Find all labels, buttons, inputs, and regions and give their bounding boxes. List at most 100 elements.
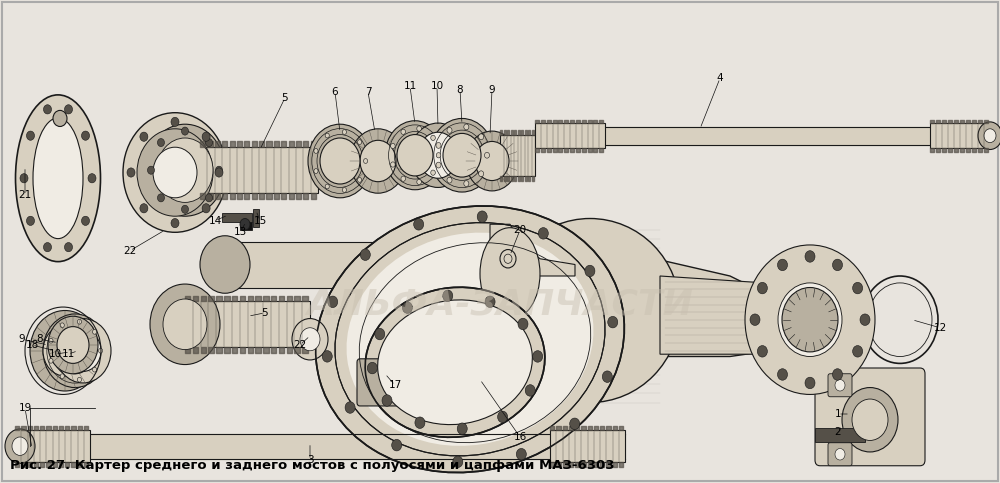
- Circle shape: [20, 174, 28, 183]
- Circle shape: [182, 127, 188, 135]
- Circle shape: [55, 328, 95, 374]
- Circle shape: [60, 323, 64, 327]
- Text: 12: 12: [933, 323, 947, 333]
- Circle shape: [360, 249, 370, 260]
- Circle shape: [778, 259, 788, 270]
- Ellipse shape: [480, 227, 540, 320]
- Circle shape: [49, 358, 53, 363]
- Text: 14: 14: [208, 216, 222, 226]
- Bar: [930, 123, 990, 148]
- Circle shape: [431, 170, 435, 175]
- Circle shape: [853, 283, 863, 294]
- Circle shape: [140, 204, 148, 213]
- Circle shape: [516, 448, 526, 460]
- Circle shape: [43, 105, 51, 114]
- Circle shape: [82, 131, 90, 140]
- Bar: [15, 430, 90, 462]
- Ellipse shape: [500, 218, 680, 402]
- Text: 13: 13: [233, 227, 247, 237]
- Circle shape: [30, 311, 100, 391]
- Polygon shape: [560, 242, 810, 356]
- Circle shape: [157, 194, 164, 202]
- Circle shape: [77, 319, 82, 324]
- Text: 20: 20: [513, 225, 527, 235]
- Circle shape: [145, 124, 225, 216]
- Circle shape: [978, 122, 1000, 150]
- Text: 4: 4: [717, 73, 723, 83]
- Circle shape: [157, 139, 164, 146]
- Bar: [500, 135, 535, 176]
- Circle shape: [860, 314, 870, 326]
- FancyBboxPatch shape: [828, 374, 852, 397]
- Bar: [200, 147, 318, 193]
- Circle shape: [163, 299, 207, 350]
- Circle shape: [853, 345, 863, 357]
- Circle shape: [447, 177, 452, 183]
- Text: 9: 9: [489, 85, 495, 95]
- Circle shape: [325, 184, 329, 189]
- Circle shape: [43, 314, 107, 387]
- Circle shape: [367, 362, 377, 374]
- Ellipse shape: [347, 233, 593, 446]
- Circle shape: [447, 128, 452, 133]
- Text: 17: 17: [388, 380, 402, 390]
- Circle shape: [358, 140, 362, 144]
- Circle shape: [148, 166, 154, 174]
- Circle shape: [137, 129, 213, 216]
- Circle shape: [443, 133, 481, 177]
- Circle shape: [140, 132, 148, 142]
- Circle shape: [65, 242, 73, 252]
- Circle shape: [585, 265, 595, 277]
- Text: Рис. 27. Картер среднего и заднего мостов с полуосями и цапфами МАЗ-6303: Рис. 27. Картер среднего и заднего мосто…: [10, 459, 614, 472]
- Text: 16: 16: [513, 432, 527, 442]
- Circle shape: [415, 417, 425, 428]
- Circle shape: [382, 395, 392, 406]
- Circle shape: [314, 149, 318, 153]
- Circle shape: [65, 105, 73, 114]
- Bar: [253, 209, 259, 227]
- Circle shape: [99, 348, 103, 353]
- Circle shape: [410, 123, 466, 187]
- Circle shape: [391, 143, 395, 149]
- Circle shape: [385, 121, 445, 190]
- Circle shape: [842, 387, 898, 452]
- Text: 5: 5: [262, 308, 268, 318]
- Circle shape: [401, 176, 406, 181]
- Circle shape: [375, 328, 385, 340]
- Text: 1: 1: [835, 409, 841, 419]
- Polygon shape: [490, 224, 575, 276]
- Circle shape: [431, 135, 435, 141]
- Circle shape: [805, 377, 815, 389]
- Text: 19: 19: [18, 403, 32, 413]
- Circle shape: [308, 124, 372, 198]
- Circle shape: [93, 329, 97, 334]
- Ellipse shape: [16, 95, 100, 262]
- Circle shape: [26, 131, 34, 140]
- Circle shape: [984, 129, 996, 142]
- Circle shape: [436, 162, 441, 168]
- Circle shape: [60, 374, 64, 379]
- Circle shape: [464, 181, 469, 186]
- Bar: [240, 222, 252, 230]
- Circle shape: [443, 290, 453, 301]
- Circle shape: [397, 135, 433, 176]
- Bar: [222, 213, 252, 222]
- Text: 21: 21: [18, 190, 32, 200]
- Circle shape: [805, 251, 815, 262]
- Circle shape: [436, 153, 441, 158]
- Circle shape: [5, 429, 35, 464]
- Circle shape: [12, 437, 28, 455]
- Circle shape: [127, 168, 135, 177]
- Text: 3: 3: [307, 455, 313, 465]
- Circle shape: [182, 205, 188, 213]
- Circle shape: [518, 318, 528, 330]
- Circle shape: [200, 236, 250, 293]
- FancyBboxPatch shape: [357, 359, 423, 406]
- Text: 11: 11: [403, 81, 417, 91]
- Text: 8: 8: [457, 85, 463, 95]
- Text: 22: 22: [293, 340, 307, 350]
- Circle shape: [320, 138, 360, 184]
- Circle shape: [345, 402, 355, 413]
- Circle shape: [835, 380, 845, 391]
- Circle shape: [171, 117, 179, 127]
